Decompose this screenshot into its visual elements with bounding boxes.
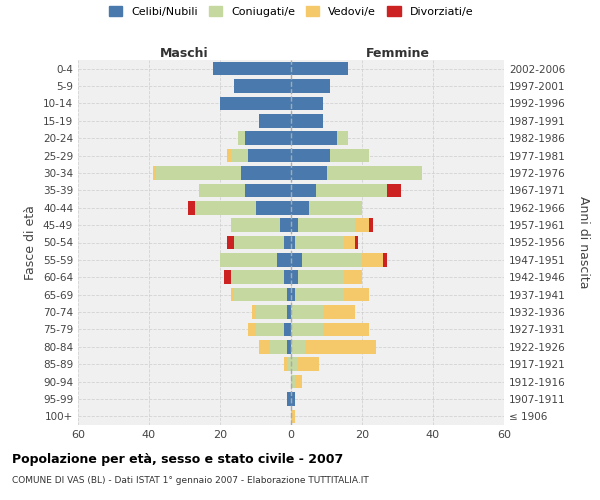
Bar — [291, 358, 298, 371]
Bar — [344, 236, 355, 250]
Bar — [362, 253, 383, 266]
Bar — [230, 288, 234, 302]
Bar — [298, 270, 344, 284]
Bar — [152, 166, 156, 180]
Bar — [220, 96, 291, 110]
Bar — [291, 305, 323, 319]
Bar — [387, 184, 401, 197]
Bar — [256, 201, 291, 214]
Text: COMUNE DI VAS (BL) - Dati ISTAT 1° gennaio 2007 - Elaborazione TUTTITALIA.IT: COMUNE DI VAS (BL) - Dati ISTAT 1° genna… — [12, 476, 369, 485]
Bar — [316, 184, 387, 197]
Bar — [234, 80, 291, 93]
Bar — [291, 340, 305, 353]
Legend: Celibi/Nubili, Coniugati/e, Vedovi/e, Divorziati/e: Celibi/Nubili, Coniugati/e, Vedovi/e, Di… — [104, 2, 478, 21]
Bar — [234, 288, 287, 302]
Bar — [287, 340, 291, 353]
Bar — [252, 305, 256, 319]
Bar — [298, 358, 319, 371]
Bar — [291, 132, 337, 145]
Bar — [305, 340, 376, 353]
Bar — [284, 270, 291, 284]
Bar — [224, 270, 230, 284]
Bar — [337, 132, 348, 145]
Bar — [295, 236, 344, 250]
Bar — [355, 236, 358, 250]
Bar — [344, 288, 369, 302]
Bar — [227, 236, 234, 250]
Bar — [220, 253, 277, 266]
Bar — [277, 253, 291, 266]
Bar — [291, 236, 295, 250]
Bar — [291, 218, 298, 232]
Bar — [256, 322, 284, 336]
Bar — [298, 218, 355, 232]
Bar — [291, 114, 323, 128]
Bar — [241, 166, 291, 180]
Bar — [291, 410, 295, 423]
Bar — [213, 62, 291, 76]
Bar — [230, 149, 248, 162]
Bar — [291, 149, 330, 162]
Bar — [330, 149, 369, 162]
Text: Femmine: Femmine — [365, 47, 430, 60]
Bar — [291, 80, 330, 93]
Bar — [291, 270, 298, 284]
Y-axis label: Anni di nascita: Anni di nascita — [577, 196, 590, 289]
Bar — [156, 166, 241, 180]
Bar — [245, 184, 291, 197]
Bar — [323, 305, 355, 319]
Bar — [245, 132, 291, 145]
Bar — [284, 322, 291, 336]
Bar — [291, 322, 323, 336]
Text: Maschi: Maschi — [160, 47, 209, 60]
Bar — [256, 305, 287, 319]
Bar — [195, 201, 256, 214]
Bar — [234, 236, 284, 250]
Bar — [291, 166, 326, 180]
Bar — [309, 201, 362, 214]
Bar — [199, 184, 245, 197]
Bar — [270, 340, 287, 353]
Bar — [355, 218, 369, 232]
Bar — [291, 253, 302, 266]
Bar — [369, 218, 373, 232]
Bar — [323, 322, 369, 336]
Bar — [284, 236, 291, 250]
Bar — [383, 253, 387, 266]
Bar — [230, 270, 284, 284]
Bar — [248, 322, 256, 336]
Bar — [238, 132, 245, 145]
Bar — [344, 270, 362, 284]
Bar — [302, 253, 362, 266]
Text: Popolazione per età, sesso e stato civile - 2007: Popolazione per età, sesso e stato civil… — [12, 452, 343, 466]
Bar — [291, 96, 323, 110]
Bar — [291, 392, 295, 406]
Bar — [326, 166, 422, 180]
Y-axis label: Fasce di età: Fasce di età — [25, 205, 37, 280]
Bar — [287, 392, 291, 406]
Bar — [280, 218, 291, 232]
Bar — [295, 375, 302, 388]
Bar — [188, 201, 195, 214]
Bar — [295, 288, 344, 302]
Bar — [287, 358, 291, 371]
Bar — [248, 149, 291, 162]
Bar — [259, 340, 270, 353]
Bar — [287, 305, 291, 319]
Bar — [259, 114, 291, 128]
Bar — [227, 149, 230, 162]
Bar — [291, 288, 295, 302]
Bar — [284, 358, 287, 371]
Bar — [287, 288, 291, 302]
Bar — [291, 375, 295, 388]
Bar — [291, 184, 316, 197]
Bar — [291, 201, 309, 214]
Bar — [291, 62, 348, 76]
Bar — [230, 218, 280, 232]
